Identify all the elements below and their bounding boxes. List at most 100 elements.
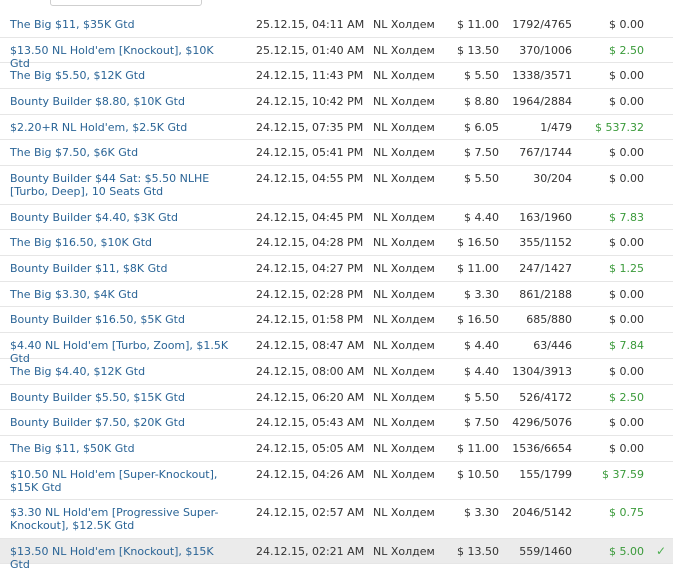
tournament-name-link[interactable]: Bounty Builder $16.50, $5K Gtd bbox=[10, 313, 185, 327]
game-type: NL Холдем bbox=[373, 287, 435, 301]
tournament-name-link[interactable]: $13.50 NL Hold'em [Knockout], $15K Gtd bbox=[10, 544, 214, 571]
table-row[interactable]: Bounty Builder $16.50, $5K Gtd 24.12.15, … bbox=[0, 307, 673, 334]
game-type: NL Холдем bbox=[373, 441, 435, 455]
game-type: NL Холдем bbox=[373, 210, 435, 224]
game-type: NL Холдем bbox=[373, 544, 435, 558]
tournament-date: 24.12.15, 02:57 AM bbox=[256, 506, 365, 520]
winnings-amount: $ 0.00 bbox=[609, 69, 644, 83]
table-row[interactable]: The Big $7.50, $6K Gtd 24.12.15, 05:41 PM… bbox=[0, 140, 673, 167]
tournament-name-link[interactable]: The Big $11, $50K Gtd bbox=[10, 441, 135, 455]
table-row[interactable]: Bounty Builder $11, $8K Gtd 24.12.15, 04:… bbox=[0, 256, 673, 282]
game-type: NL Холдем bbox=[373, 339, 435, 353]
table-row[interactable]: Bounty Builder $7.50, $20K Gtd 24.12.15, … bbox=[0, 410, 673, 436]
table-row[interactable]: Bounty Builder $8.80, $10K Gtd 24.12.15, … bbox=[0, 89, 673, 115]
finish-place: 355/1152 bbox=[519, 236, 572, 250]
winnings-amount: $ 2.50 bbox=[609, 43, 644, 57]
buyin-amount: $ 4.40 bbox=[464, 364, 499, 378]
buyin-amount: $ 8.80 bbox=[464, 95, 499, 109]
finish-place: 861/2188 bbox=[519, 287, 572, 301]
table-row[interactable]: $3.30 NL Hold'em [Progressive Super-Knoc… bbox=[0, 500, 673, 539]
tournament-name-link[interactable]: Bounty Builder $11, $8K Gtd bbox=[10, 262, 168, 276]
tournament-name-link[interactable]: $10.50 NL Hold'em [Super-Knockout], $15K… bbox=[10, 467, 218, 494]
game-type: NL Холдем bbox=[373, 262, 435, 276]
game-type: NL Холдем bbox=[373, 236, 435, 250]
game-type: NL Холдем bbox=[373, 43, 435, 57]
winnings-amount: $ 0.00 bbox=[609, 236, 644, 250]
tournament-name-link[interactable]: The Big $16.50, $10K Gtd bbox=[10, 236, 153, 250]
table-row[interactable]: The Big $11, $50K Gtd 24.12.15, 05:05 AM N… bbox=[0, 436, 673, 462]
table-row[interactable]: $13.50 NL Hold'em [Knockout], $10K Gtd 25… bbox=[0, 38, 673, 70]
tournament-date: 24.12.15, 04:28 PM bbox=[256, 236, 364, 250]
tournament-name-link[interactable]: Bounty Builder $7.50, $20K Gtd bbox=[10, 416, 185, 430]
winnings-amount: $ 0.75 bbox=[609, 506, 644, 520]
winnings-amount: $ 0.00 bbox=[609, 441, 644, 455]
tournament-date: 24.12.15, 11:43 PM bbox=[256, 69, 364, 83]
buyin-amount: $ 10.50 bbox=[457, 467, 499, 481]
tournament-date: 24.12.15, 06:20 AM bbox=[256, 390, 365, 404]
winnings-amount: $ 0.00 bbox=[609, 146, 644, 160]
game-type: NL Холдем bbox=[373, 467, 435, 481]
tournament-name-link[interactable]: Bounty Builder $5.50, $15K Gtd bbox=[10, 390, 185, 404]
search-input[interactable] bbox=[50, 0, 202, 6]
finish-place: 1338/3571 bbox=[512, 69, 572, 83]
table-row[interactable]: The Big $5.50, $12K Gtd 24.12.15, 11:43 P… bbox=[0, 63, 673, 90]
winnings-amount: $ 1.25 bbox=[609, 262, 644, 276]
tournament-table: The Big $11, $35K Gtd 25.12.15, 04:11 AM N… bbox=[0, 12, 673, 571]
table-row[interactable]: $13.50 NL Hold'em [Knockout], $15K Gtd 24… bbox=[0, 538, 673, 571]
buyin-amount: $ 13.50 bbox=[457, 43, 499, 57]
buyin-amount: $ 5.50 bbox=[464, 390, 499, 404]
tournament-date: 24.12.15, 10:42 PM bbox=[256, 95, 364, 109]
tournament-name-link[interactable]: Bounty Builder $8.80, $10K Gtd bbox=[10, 95, 185, 109]
winnings-amount: $ 0.00 bbox=[609, 364, 644, 378]
tournament-date: 24.12.15, 05:41 PM bbox=[256, 146, 364, 160]
finish-place: 1304/3913 bbox=[512, 364, 572, 378]
table-row[interactable]: $2.20+R NL Hold'em, $2.5K Gtd 24.12.15, 0… bbox=[0, 115, 673, 141]
tournament-date: 24.12.15, 01:58 PM bbox=[256, 313, 364, 327]
tournament-name-link[interactable]: The Big $5.50, $12K Gtd bbox=[10, 69, 146, 83]
buyin-amount: $ 7.50 bbox=[464, 146, 499, 160]
buyin-amount: $ 4.40 bbox=[464, 339, 499, 353]
game-type: NL Холдем bbox=[373, 18, 435, 31]
tournament-name-link[interactable]: $3.30 NL Hold'em [Progressive Super-Knoc… bbox=[10, 506, 219, 533]
tournament-date: 24.12.15, 02:21 AM bbox=[256, 544, 365, 558]
table-row[interactable]: Bounty Builder $5.50, $15K Gtd 24.12.15, … bbox=[0, 385, 673, 411]
winnings-amount: $ 0.00 bbox=[609, 172, 644, 186]
tournament-name-link[interactable]: $13.50 NL Hold'em [Knockout], $10K Gtd bbox=[10, 43, 214, 70]
table-row[interactable]: $4.40 NL Hold'em [Turbo, Zoom], $1.5K Gt… bbox=[0, 333, 673, 365]
tournament-name-link[interactable]: The Big $11, $35K Gtd bbox=[10, 18, 135, 31]
buyin-amount: $ 3.30 bbox=[464, 506, 499, 520]
game-type: NL Холдем bbox=[373, 95, 435, 109]
winnings-amount: $ 537.32 bbox=[595, 120, 644, 134]
table-row[interactable]: The Big $16.50, $10K Gtd 24.12.15, 04:28 … bbox=[0, 230, 673, 257]
buyin-amount: $ 13.50 bbox=[457, 544, 499, 558]
table-row[interactable]: The Big $11, $35K Gtd 25.12.15, 04:11 AM N… bbox=[0, 12, 673, 38]
tournament-name-link[interactable]: The Big $3.30, $4K Gtd bbox=[10, 287, 139, 301]
tournament-name-link[interactable]: The Big $7.50, $6K Gtd bbox=[10, 146, 139, 160]
table-row[interactable]: The Big $3.30, $4K Gtd 24.12.15, 02:28 PM… bbox=[0, 282, 673, 308]
finish-place: 1964/2884 bbox=[512, 95, 572, 109]
tournament-date: 24.12.15, 04:55 PM bbox=[256, 172, 364, 186]
finish-place: 247/1427 bbox=[519, 262, 572, 276]
tournament-date: 25.12.15, 04:11 AM bbox=[256, 18, 365, 31]
tournament-name-link[interactable]: $2.20+R NL Hold'em, $2.5K Gtd bbox=[10, 120, 188, 134]
finish-place: 155/1799 bbox=[519, 467, 572, 481]
tournament-name-link[interactable]: Bounty Builder $4.40, $3K Gtd bbox=[10, 210, 178, 224]
finish-place: 370/1006 bbox=[519, 43, 572, 57]
winnings-amount: $ 7.83 bbox=[609, 210, 644, 224]
winnings-amount: $ 0.00 bbox=[609, 287, 644, 301]
table-row[interactable]: Bounty Builder $4.40, $3K Gtd 24.12.15, 0… bbox=[0, 205, 673, 231]
tournament-name-link[interactable]: Bounty Builder $44 Sat: $5.50 NLHE [Turb… bbox=[10, 172, 210, 199]
finish-place: 559/1460 bbox=[519, 544, 572, 558]
tournament-name-link[interactable]: $4.40 NL Hold'em [Turbo, Zoom], $1.5K Gt… bbox=[10, 339, 229, 366]
winnings-amount: $ 2.50 bbox=[609, 390, 644, 404]
table-row[interactable]: Bounty Builder $44 Sat: $5.50 NLHE [Turb… bbox=[0, 166, 673, 205]
finish-place: 526/4172 bbox=[519, 390, 572, 404]
table-row[interactable]: The Big $4.40, $12K Gtd 24.12.15, 08:00 A… bbox=[0, 359, 673, 385]
buyin-amount: $ 16.50 bbox=[457, 236, 499, 250]
buyin-amount: $ 5.50 bbox=[464, 172, 499, 186]
tournament-date: 24.12.15, 04:45 PM bbox=[256, 210, 364, 224]
finish-place: 1/479 bbox=[540, 120, 572, 134]
checkmark-icon: ✓ bbox=[655, 543, 666, 558]
tournament-name-link[interactable]: The Big $4.40, $12K Gtd bbox=[10, 364, 146, 378]
table-row[interactable]: $10.50 NL Hold'em [Super-Knockout], $15K… bbox=[0, 462, 673, 501]
